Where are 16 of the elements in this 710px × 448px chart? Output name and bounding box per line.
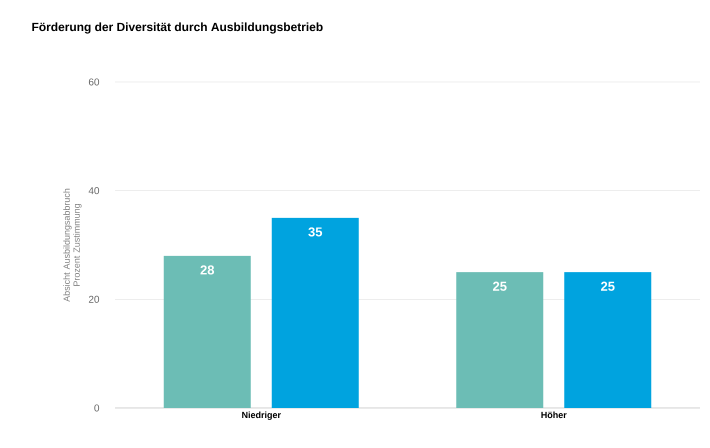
y-tick-label: 60 [88, 78, 100, 86]
x-tick-label: Niedriger [242, 412, 281, 420]
data-label: 28 [200, 265, 214, 275]
chart-title: Förderung der Diversität durch Ausbildungsbetrieb [32, 22, 323, 34]
x-tick-label: Höher [541, 412, 567, 418]
data-label: 25 [493, 282, 507, 291]
y-tick-label: 20 [88, 296, 100, 303]
data-label: 35 [308, 227, 322, 237]
bar [272, 218, 359, 408]
y-tick-label: 0 [94, 404, 100, 412]
y-axis-title: Absicht Ausbildungsabbruch Prozent Zustimmung [63, 188, 82, 302]
bar [456, 272, 544, 408]
bar [164, 256, 251, 408]
bar [564, 272, 652, 408]
data-label: 25 [601, 282, 615, 291]
y-tick-label: 40 [88, 187, 100, 194]
